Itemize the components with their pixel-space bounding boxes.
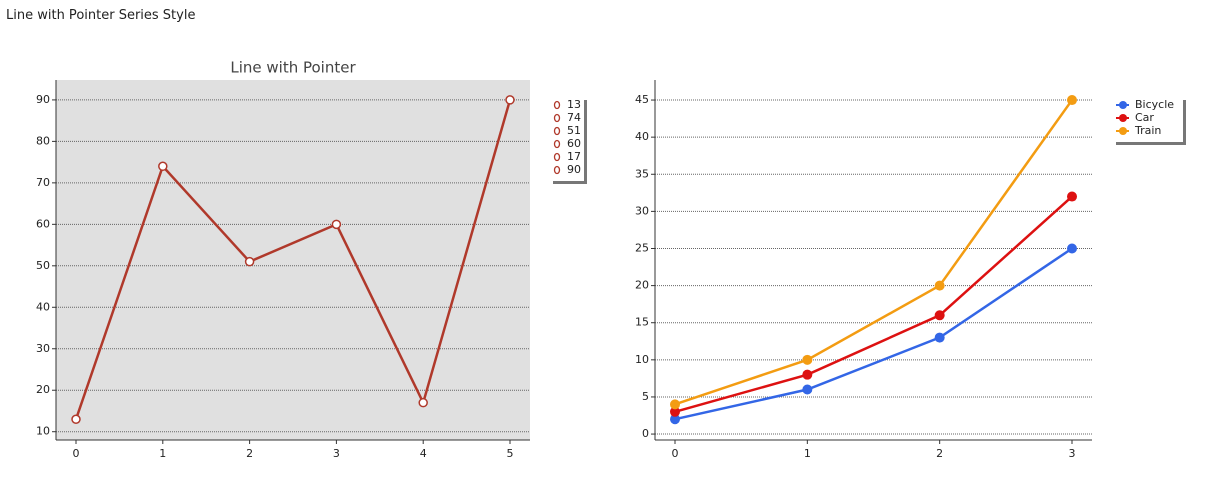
point [1067, 243, 1077, 254]
y-tick-label: 50 [36, 259, 50, 272]
plot-area [56, 80, 530, 440]
y-tick-label: 90 [36, 93, 50, 106]
legend-label: 13 [567, 98, 581, 111]
y-tick-label: 0 [642, 427, 649, 440]
y-tick-label: 40 [36, 300, 50, 313]
x-tick-label: 0 [73, 447, 80, 460]
point [670, 414, 680, 425]
series-line [674, 247, 1073, 421]
legend-label: 60 [567, 137, 581, 150]
point [934, 332, 945, 343]
point [1067, 191, 1077, 202]
y-tick-label: 20 [635, 279, 649, 292]
chart-title: Line with Pointer [230, 59, 356, 77]
y-tick-label: 10 [635, 353, 649, 366]
legend-label: 17 [567, 150, 581, 163]
y-tick-label: 20 [36, 383, 50, 396]
y-tick-label: 10 [36, 425, 50, 438]
legend-marker [553, 152, 561, 162]
y-tick-label: 45 [635, 93, 649, 106]
legend-marker [553, 100, 561, 110]
legend-marker [553, 165, 561, 175]
y-tick-label: 60 [36, 217, 50, 230]
point [802, 384, 813, 395]
legend-marker [553, 126, 561, 136]
legend-label: 51 [567, 124, 581, 137]
point [71, 414, 81, 425]
y-tick-label: 80 [36, 134, 50, 147]
point [244, 256, 255, 267]
point [505, 95, 515, 105]
x-tick-label: 3 [333, 447, 340, 460]
legend-marker [553, 139, 561, 149]
y-tick-label: 5 [642, 390, 649, 403]
page-title: Line with Pointer Series Style [6, 8, 196, 23]
y-tick-label: 30 [36, 342, 50, 355]
x-tick-label: 5 [507, 447, 514, 460]
point [331, 219, 342, 230]
x-tick-label: 1 [804, 447, 811, 460]
point [802, 354, 813, 365]
legend-label: 74 [567, 111, 581, 124]
legend-marker [1119, 127, 1127, 135]
x-tick-label: 2 [246, 447, 253, 460]
x-tick-label: 2 [936, 447, 943, 460]
legend-label: Bicycle [1135, 98, 1174, 111]
x-tick-label: 3 [1069, 447, 1076, 460]
point [670, 406, 680, 417]
y-tick-label: 30 [635, 204, 649, 217]
legend-marker [1119, 114, 1127, 122]
series-line [674, 195, 1073, 413]
y-tick-label: 35 [635, 167, 649, 180]
point [418, 397, 428, 408]
legend-label: Car [1135, 111, 1154, 124]
y-tick-label: 15 [635, 316, 649, 329]
point [934, 310, 945, 321]
legend-marker [1119, 101, 1127, 109]
legend-label: 90 [567, 163, 581, 176]
point [158, 161, 168, 172]
point [670, 399, 680, 410]
point [802, 369, 813, 380]
x-tick-label: 4 [420, 447, 427, 460]
y-tick-label: 70 [36, 176, 50, 189]
point [1067, 95, 1077, 106]
legend-marker [553, 113, 561, 123]
y-tick-label: 25 [635, 241, 649, 254]
legend-label: Train [1134, 124, 1161, 137]
y-tick-label: 40 [635, 130, 649, 143]
x-tick-label: 1 [159, 447, 166, 460]
series-line [74, 99, 512, 420]
x-tick-label: 0 [672, 447, 679, 460]
point [934, 280, 945, 291]
series-line [674, 99, 1074, 406]
